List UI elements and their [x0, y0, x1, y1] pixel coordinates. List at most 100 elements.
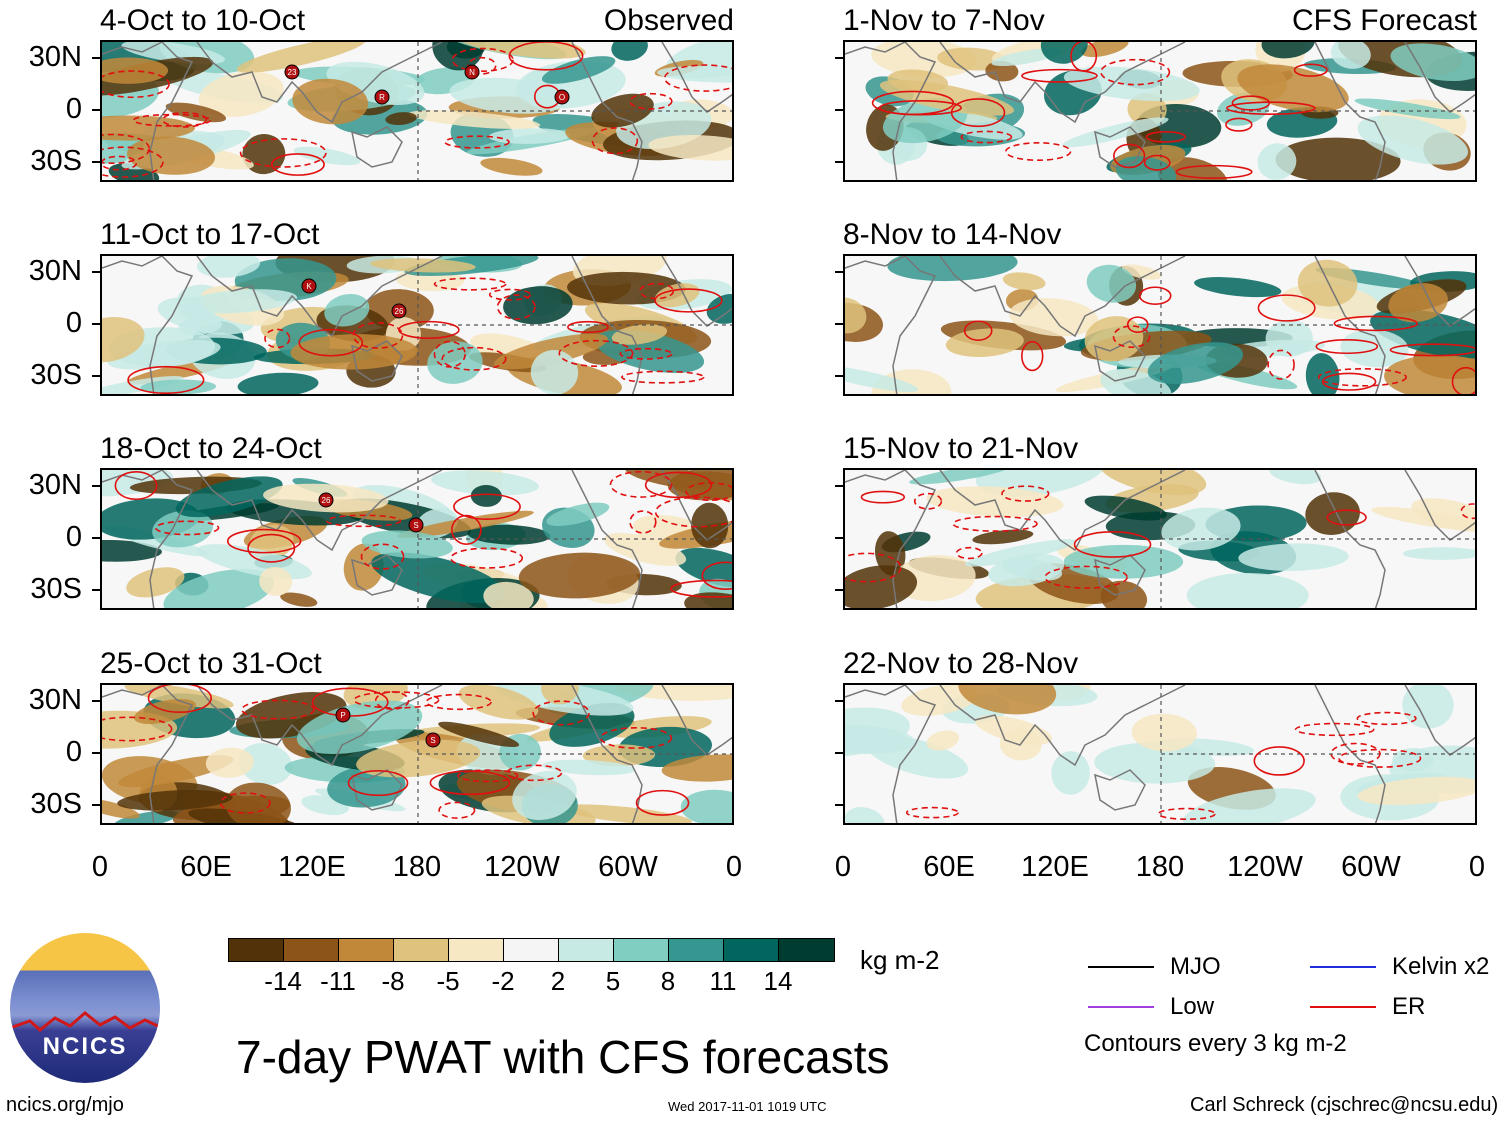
coastline — [196, 42, 443, 124]
er-contour — [1330, 742, 1381, 765]
colorbar-tick-label: -11 — [320, 966, 356, 996]
pwat-anomaly-blob — [879, 79, 1015, 116]
coastline — [1094, 340, 1146, 382]
er-contour — [1100, 58, 1171, 86]
lat-tick — [92, 323, 100, 325]
pwat-anomaly-blob — [512, 770, 577, 820]
left-panel-title-1: 4-Oct to 10-Oct — [100, 4, 306, 37]
er-contour — [960, 130, 1013, 144]
colorbar-tick-label: 2 — [550, 966, 566, 996]
er-contour — [600, 726, 673, 749]
er-contour — [963, 320, 993, 341]
colorbar-units: kg m-2 — [860, 945, 940, 975]
coastline — [149, 470, 194, 608]
pwat-anomaly-blob — [661, 754, 732, 782]
storm-marker-label: O — [559, 93, 565, 102]
coastline — [351, 769, 403, 811]
pwat-anomaly-blob — [371, 552, 505, 604]
pwat-anomaly-blob — [1257, 143, 1297, 180]
pwat-anomaly-blob — [1121, 264, 1162, 280]
er-contour — [952, 515, 1038, 532]
pwat-anomaly-blob — [1061, 117, 1169, 148]
er-contour — [629, 92, 673, 110]
pwat-anomaly-blob — [102, 539, 162, 562]
er-contour — [441, 346, 507, 371]
lat-label: 0 — [65, 307, 82, 339]
pwat-anomaly-blob — [1086, 264, 1137, 303]
coastline — [661, 42, 732, 113]
storm-marker — [425, 732, 441, 748]
er-contour — [325, 514, 402, 528]
coastline — [845, 256, 906, 269]
pwat-anomaly-blob — [1182, 788, 1316, 823]
coastline — [845, 685, 906, 698]
er-legend-label: ER — [1392, 993, 1426, 1020]
pwat-anomaly-blob — [1330, 42, 1371, 69]
pwat-anomaly-blob — [488, 128, 571, 144]
er-contour — [619, 347, 673, 360]
pwat-anomaly-blob — [152, 510, 214, 548]
colorbar-tick-label: -5 — [436, 966, 460, 996]
pwat-anomaly-blob — [236, 42, 367, 73]
er-contour — [621, 370, 705, 384]
er-contour — [102, 146, 164, 178]
er-contour — [162, 111, 208, 128]
colorbar-tick-label: -2 — [491, 966, 515, 996]
pwat-anomaly-blob — [1297, 259, 1358, 307]
right-lon-label: 120E — [1021, 851, 1089, 883]
lat-tick — [835, 537, 843, 539]
coastline — [351, 126, 403, 168]
pwat-anomaly-blob — [140, 379, 217, 394]
colorbar-swatch — [669, 939, 724, 961]
er-contour — [1321, 372, 1377, 391]
er-contour — [1021, 68, 1098, 83]
coastline — [149, 685, 194, 823]
er-contour — [1021, 340, 1044, 372]
footer-url: ncics.org/mjo — [6, 1094, 124, 1116]
er-contour — [360, 543, 405, 570]
pwat-anomaly-blob — [1084, 495, 1167, 521]
right-map-panel-1 — [843, 40, 1477, 182]
er-contour — [635, 789, 690, 816]
er-contour — [226, 528, 302, 554]
er-contour — [905, 806, 959, 819]
coastline — [892, 256, 937, 394]
coastline — [939, 256, 1186, 338]
pwat-anomaly-blob — [845, 565, 918, 608]
lat-label: 30N — [28, 255, 82, 287]
colorbar-tick-label: 14 — [763, 966, 793, 996]
pwat-anomaly-blob — [611, 42, 648, 61]
colorbar-swatch — [614, 939, 669, 961]
pwat-anomaly-blob — [385, 112, 417, 125]
colorbar-tick-label: -8 — [381, 966, 405, 996]
er-contour — [1253, 746, 1305, 776]
colorbar-swatch — [394, 939, 449, 961]
pwat-anomaly-blob — [1098, 470, 1207, 496]
left-lon-label: 60W — [598, 851, 658, 883]
right-panel-title-1: 1-Nov to 7-Nov — [843, 4, 1045, 37]
right-lon-label: 60W — [1341, 851, 1401, 883]
pwat-anomaly-blob — [1051, 751, 1090, 795]
er-contour — [685, 482, 732, 502]
logo-mountains — [10, 1011, 160, 1032]
storm-marker — [464, 64, 480, 80]
pwat-anomaly-blob — [1384, 354, 1475, 394]
coastline — [1094, 126, 1146, 168]
colorbar-tick-label: 8 — [660, 966, 676, 996]
er-contour — [127, 365, 205, 394]
er-contour — [1338, 748, 1422, 768]
er-contour — [654, 496, 732, 528]
storm-marker-label: R — [379, 93, 385, 102]
logo-red-line — [10, 1011, 160, 1032]
pwat-anomaly-blob — [887, 256, 1018, 282]
pwat-anomaly-blob — [657, 65, 732, 83]
pwat-anomaly-blob — [591, 93, 654, 128]
pwat-anomaly-blob — [1147, 342, 1244, 384]
storm-marker-label: S — [430, 736, 435, 745]
right-lon-label: 120W — [1227, 851, 1303, 883]
map-svg — [845, 256, 1475, 394]
lat-label: 30S — [30, 145, 82, 177]
pwat-anomaly-blob — [1261, 42, 1315, 59]
storm-marker-label: P — [340, 711, 345, 720]
storm-marker — [301, 278, 317, 294]
